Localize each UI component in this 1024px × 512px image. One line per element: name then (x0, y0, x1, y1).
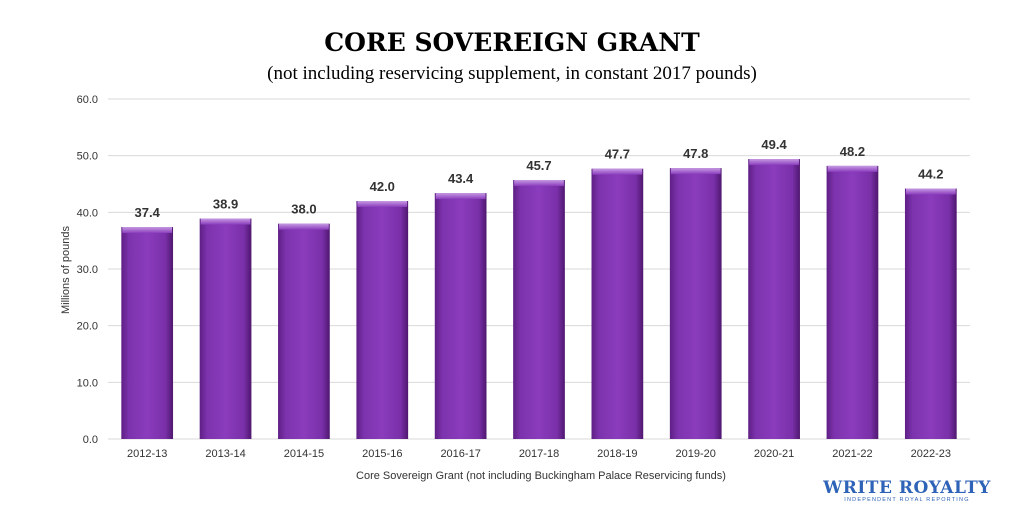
bar-2013-14 (199, 218, 252, 439)
bar-bevel (357, 201, 408, 207)
data-labels: 37.4 38.9 38.0 42.0 43.4 45.7 47.7 47.8 49.4 48.2… (135, 137, 944, 220)
x-tick-label: 2017-18 (519, 448, 559, 460)
chart-subtitle: (not including reservicing supplement, i… (267, 63, 757, 84)
bar-2016-17 (434, 193, 487, 439)
x-tick-label: 2020-21 (754, 448, 794, 460)
x-tick-label: 2016-17 (440, 448, 480, 460)
y-tick-label: 20.0 (77, 321, 98, 333)
bars (121, 159, 957, 440)
data-label: 47.8 (683, 146, 708, 161)
data-label: 49.4 (761, 137, 787, 152)
y-axis-ticks: 0.0 10.0 20.0 30.0 40.0 50.0 60.0 (77, 94, 98, 446)
y-tick-label: 60.0 (77, 94, 98, 106)
x-axis-ticks: 2012-13 2013-14 2014-15 2015-16 2016-17 2017-… (127, 448, 951, 460)
bar-bevel (905, 188, 956, 195)
data-label: 44.2 (918, 167, 943, 182)
bar-bevel (122, 227, 173, 234)
x-tick-label: 2019-20 (676, 448, 716, 460)
chart-title: CORE SOVEREIGN GRANT (324, 28, 700, 57)
bar-2017-18 (513, 180, 565, 440)
x-tick-label: 2018-19 (597, 448, 637, 460)
bar (434, 193, 487, 439)
bar (356, 201, 409, 439)
data-label: 45.7 (526, 158, 551, 173)
bar-2019-20 (669, 168, 722, 439)
bar-bevel (279, 223, 329, 230)
data-label: 48.2 (840, 144, 865, 159)
data-label: 47.7 (605, 147, 630, 162)
bar-2014-15 (278, 223, 330, 439)
y-axis-label: Millions of pounds (60, 225, 72, 314)
bar-bevel (749, 159, 799, 166)
bar (826, 165, 879, 439)
data-label: 43.4 (448, 171, 474, 186)
bar (121, 227, 174, 439)
logo: WRITE ROYALTY INDEPENDENT ROYAL REPORTIN… (822, 478, 991, 503)
x-tick-label: 2015-16 (362, 448, 402, 460)
y-tick-label: 0.0 (83, 434, 98, 446)
bar-2021-22 (826, 165, 879, 439)
bar-bevel (827, 165, 878, 172)
y-tick-label: 10.0 (77, 377, 98, 389)
bar-2012-13 (121, 227, 174, 439)
data-label: 38.9 (213, 197, 238, 212)
bar-bevel (200, 218, 251, 225)
y-tick-label: 40.0 (77, 207, 98, 219)
bar-2018-19 (591, 168, 644, 439)
x-tick-label: 2014-15 (284, 448, 324, 460)
x-axis-label: Core Sovereign Grant (not including Buck… (356, 470, 726, 482)
x-tick-label: 2013-14 (205, 448, 245, 460)
bar-2022-23 (904, 188, 957, 439)
bar-2015-16 (356, 201, 409, 439)
bar-bevel (514, 180, 564, 187)
bar (748, 159, 800, 440)
y-tick-label: 50.0 (77, 151, 98, 163)
x-tick-label: 2022-23 (911, 448, 951, 460)
bar (199, 218, 252, 439)
bar-bevel (670, 168, 721, 175)
x-tick-label: 2021-22 (832, 448, 872, 460)
logo-tagline: INDEPENDENT ROYAL REPORTING (844, 497, 969, 503)
logo-name: WRITE ROYALTY (822, 478, 991, 498)
bar (669, 168, 722, 439)
bar (591, 168, 644, 439)
data-label: 42.0 (370, 179, 395, 194)
data-label: 38.0 (291, 202, 316, 217)
bar-bevel (435, 193, 486, 200)
bar (278, 223, 330, 439)
bar (513, 180, 565, 440)
y-tick-label: 30.0 (77, 264, 98, 276)
bar (904, 188, 957, 439)
bar-bevel (592, 168, 643, 175)
x-tick-label: 2012-13 (127, 448, 167, 460)
bar-2020-21 (748, 159, 800, 440)
data-label: 37.4 (135, 205, 161, 220)
